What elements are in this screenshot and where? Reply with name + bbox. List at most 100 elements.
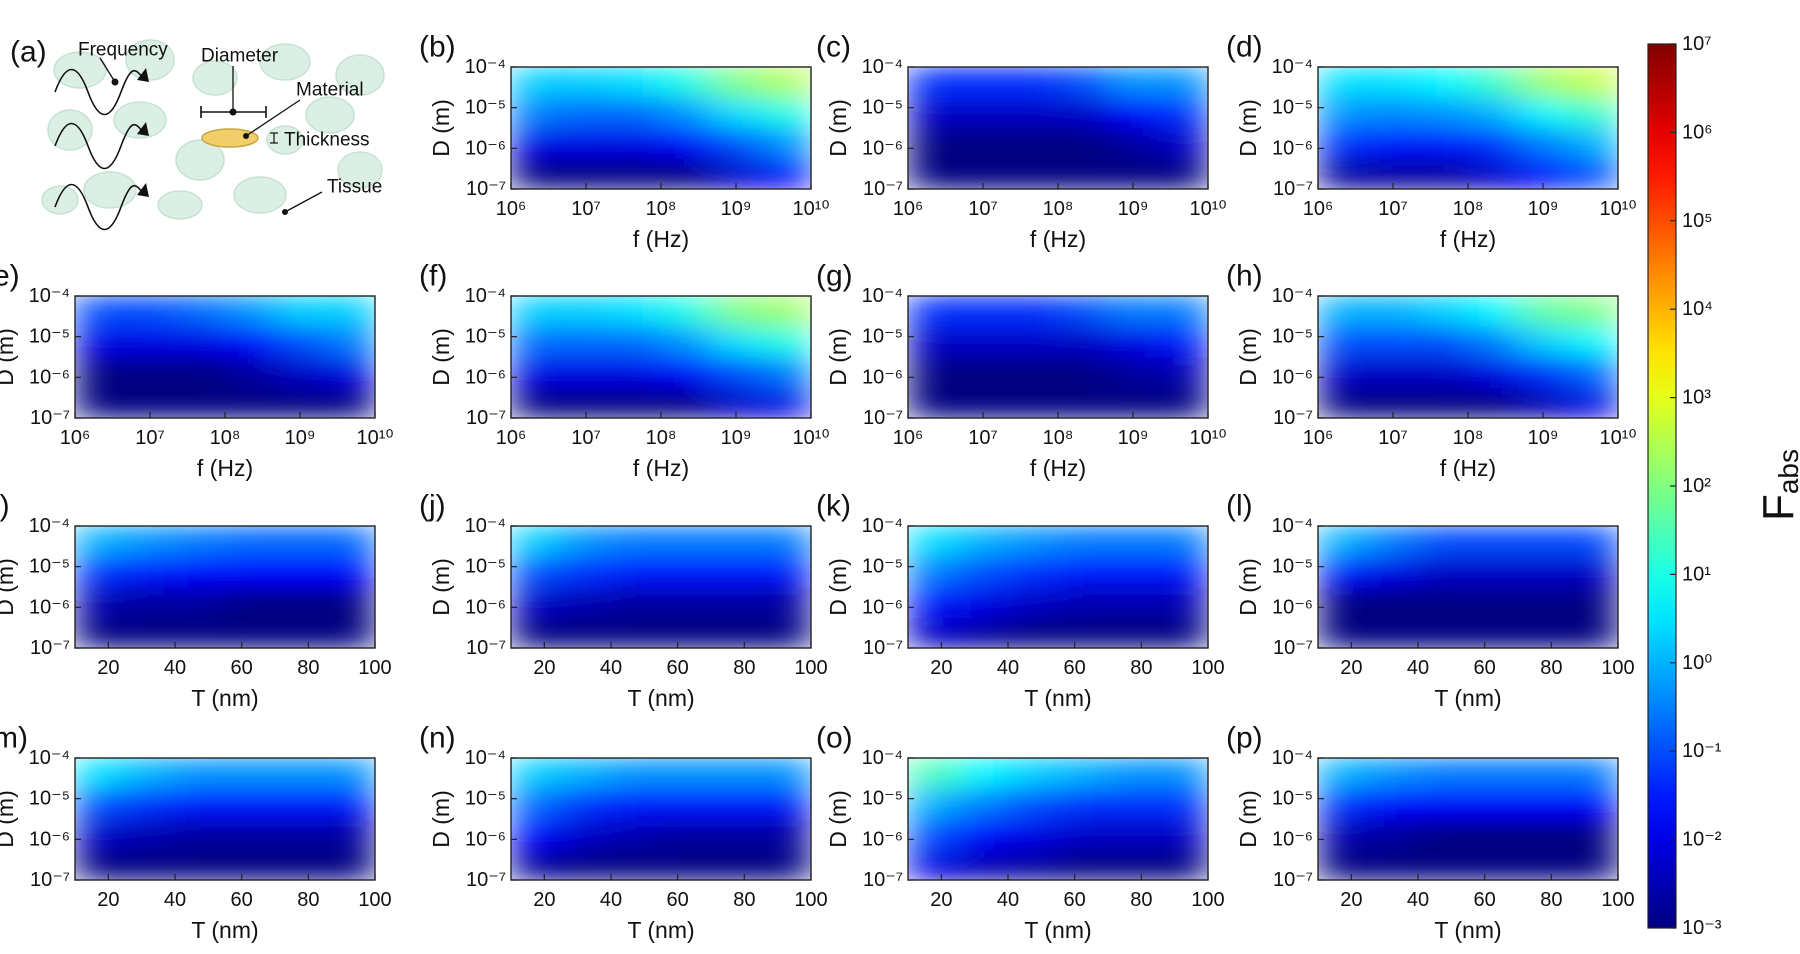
x-tick-label: 60 [667,889,689,911]
plot-frame [907,525,1209,649]
heatmap [908,67,1208,189]
schematic-label: Frequency [78,40,168,61]
heatmap-cell [1008,819,1059,851]
heatmap-cell [958,758,1009,790]
x-tick-label: 20 [1340,889,1362,911]
y-tick-label: 10⁻⁶ [465,366,506,388]
y-tick-label: 10⁻⁵ [465,556,506,578]
heatmap-cell [125,849,176,880]
x-axis-label: f (Hz) [1440,226,1496,252]
y-axis-label: D (m) [0,558,18,615]
y-tick-label: 10⁻⁴ [465,285,506,307]
heatmap-cell [1058,326,1109,358]
heatmap-cell [661,556,712,588]
heatmap-cell [661,128,712,160]
x-tick-label: 20 [930,889,952,911]
x-tick-label: 10⁷ [1378,198,1407,220]
heatmap-cell [511,387,562,418]
x-tick-label: 60 [1474,657,1496,679]
panel-label: (a) [10,36,47,69]
colorbar-gradient [1647,43,1677,929]
heatmap-cell [75,587,126,619]
leader [245,99,301,137]
y-tick-label: 10⁻⁶ [465,828,506,850]
heatmap-cell [1468,556,1519,588]
y-tick-label: 10⁻⁵ [465,788,506,810]
heatmap-cell [1568,67,1618,99]
heatmap-cell [1108,556,1159,588]
heatmap-cell [1568,587,1618,619]
heatmap-cell [1318,67,1369,99]
panel-label: (j) [419,490,446,523]
heatmap-cell [908,587,959,619]
x-tick-label: 10⁹ [1528,427,1559,449]
heatmap-cell [611,849,662,880]
heatmap-cell [1058,67,1109,99]
heatmap-cell [511,758,562,790]
heatmap [511,758,811,880]
x-axis-label: T (nm) [1434,917,1501,943]
heatmap-cell [1368,587,1419,619]
heatmap-cell [75,849,126,880]
x-tick-label: 10⁹ [721,198,752,220]
heatmap-cell [908,158,959,189]
heatmap-cell [761,617,811,648]
heatmap-cell [761,526,811,558]
heatmap-cell [1058,788,1109,820]
heatmap-cell [908,526,959,558]
heatmap-cell [1158,67,1208,99]
heatmap-cell [1568,158,1618,189]
heatmap-cell [958,326,1009,358]
heatmap-cell [1058,849,1109,880]
heatmap-cell [561,97,612,129]
heatmap-cell [1518,819,1569,851]
x-tick-label: 60 [1474,889,1496,911]
x-axis-label: f (Hz) [633,226,689,252]
heatmap-cell [711,617,762,648]
y-tick-label: 10⁻⁷ [466,407,506,429]
heatmap-cell [1368,617,1419,648]
heatmap-cell [711,357,762,389]
heatmap-cell [661,326,712,358]
heatmap-cell [561,758,612,790]
y-tick-label: 10⁻⁷ [30,869,70,891]
heatmap-cell [1058,128,1109,160]
heatmap-cell [325,788,375,820]
panel: 10⁶ 10⁷ 10⁸ 10⁹ 10¹⁰ 10⁻⁷ 10⁻⁶ 10⁻⁵ 10⁻⁴ f (Hz) D … [1226,260,1636,482]
heatmap-cell [275,788,326,820]
heatmap-cells [1318,526,1618,648]
heatmap-cell [1418,819,1469,851]
heatmap-cell [1058,296,1109,328]
heatmap-cell [125,357,176,389]
heatmap-cell [175,758,226,790]
heatmap-cell [1158,97,1208,129]
panel: 20 40 60 80 100 10⁻⁷ 10⁻⁶ 10⁻⁵ 10⁻⁴ T (nm) D (m) (o… [816,722,1225,944]
y-tick-label: 10⁻⁴ [1272,747,1313,769]
heatmap-cell [711,97,762,129]
heatmap-cell [325,819,375,851]
x-tick-label: 10⁶ [496,427,526,449]
y-tick-label: 10⁻⁵ [862,788,903,810]
x-tick-label: 10¹⁰ [793,427,830,449]
heatmap-cell [1368,788,1419,820]
x-tick-label: 100 [358,889,391,911]
heatmap-cell [611,819,662,851]
heatmap-cell [175,819,226,851]
heatmap [511,526,811,648]
y-axis-label: D (m) [825,558,851,615]
heatmap-cell [1158,788,1208,820]
heatmap-cell [1158,357,1208,389]
x-tick-label: 10⁷ [968,198,997,220]
heatmap-cell [1008,158,1059,189]
x-tick-label: 60 [1064,657,1086,679]
panel-label: (i) [0,490,10,523]
heatmap-cell [225,849,276,880]
y-tick-label: 10⁻⁴ [862,56,903,78]
heatmap-cell [1318,526,1369,558]
heatmap-cell [75,296,126,328]
heatmap-cell [958,526,1009,558]
heatmap-cell [1468,128,1519,160]
x-tick-label: 10⁸ [210,427,241,449]
heatmap-cell [75,556,126,588]
panel-label: (h) [1226,260,1263,293]
